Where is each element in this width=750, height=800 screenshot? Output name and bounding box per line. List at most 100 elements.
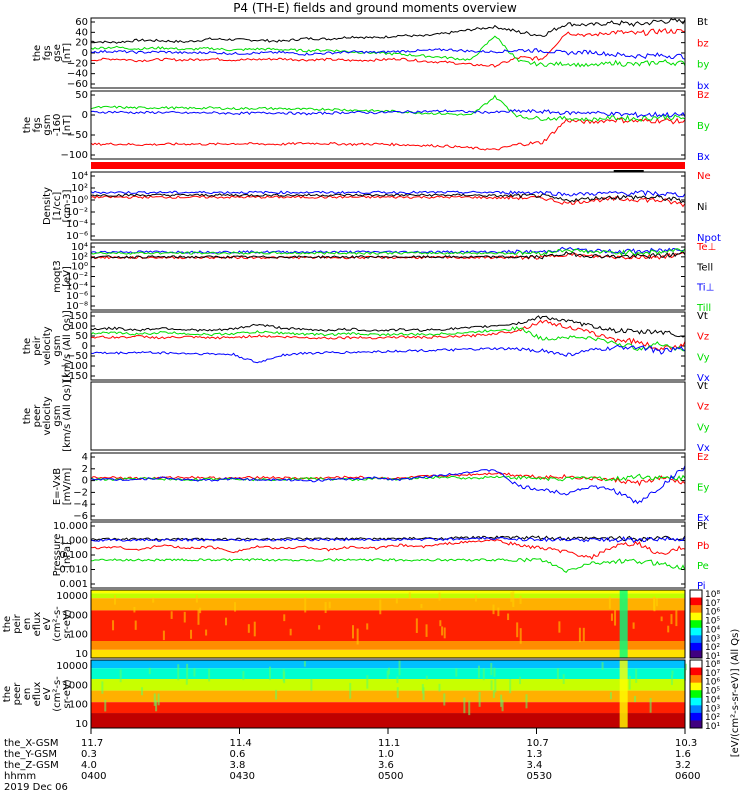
panel-9-tick: 100 bbox=[69, 630, 88, 641]
spectrogram-texture bbox=[420, 603, 423, 609]
spectrogram-texture bbox=[193, 668, 196, 677]
panel-10: the peer en eflux eV (cm²-s-sr-eV) 10000 1000 10… bbox=[2, 659, 720, 732]
panel-5-ylabel: gsm bbox=[52, 335, 63, 356]
colorbar-segment bbox=[690, 650, 702, 659]
spectrogram-band bbox=[91, 641, 685, 650]
panel-6: the peer velocity gsm [km/s (All Qs)] Vt Vz Vy V… bbox=[22, 380, 710, 454]
series-Vz bbox=[90, 319, 686, 352]
spectrogram-texture bbox=[422, 687, 425, 701]
colorbar-tick: 10² bbox=[705, 643, 720, 653]
spectrogram-texture bbox=[133, 606, 136, 613]
colorbar-segment bbox=[690, 620, 702, 629]
series-Vy bbox=[90, 326, 685, 352]
panel-4-tick: 10⁻⁶ bbox=[66, 291, 88, 302]
panel-3-tick: 10⁴ bbox=[71, 171, 88, 182]
spectrogram-texture bbox=[516, 622, 519, 638]
colorbar-tick: 10⁷ bbox=[705, 669, 720, 679]
axis-row-value: 3.8 bbox=[230, 760, 246, 771]
spectrogram-texture bbox=[492, 690, 495, 698]
spectrogram-texture bbox=[425, 624, 428, 637]
colorbar-segment bbox=[690, 627, 702, 636]
spectrogram-texture bbox=[497, 607, 500, 617]
legend-Vy: Vy bbox=[697, 422, 710, 433]
axis-row-value: 4.0 bbox=[81, 760, 97, 771]
axis-row-value: 11.4 bbox=[230, 738, 252, 749]
series-Tell bbox=[90, 251, 686, 260]
spectrogram-texture bbox=[421, 684, 424, 694]
quality-mark bbox=[613, 170, 644, 172]
spectrogram-texture bbox=[349, 682, 352, 699]
legend-by: by bbox=[697, 60, 709, 71]
panel-8-tick: 0.010 bbox=[59, 565, 88, 576]
series-By bbox=[90, 94, 686, 122]
spectrogram-texture bbox=[185, 679, 188, 685]
panel-5-ylabel: peir bbox=[32, 335, 43, 355]
series-bz bbox=[90, 27, 686, 68]
spectrogram-texture bbox=[379, 599, 382, 615]
spectrogram-texture bbox=[195, 594, 198, 603]
axis-row-label: the_Y-GSM bbox=[4, 749, 57, 760]
panel-1-ylabel: the bbox=[32, 45, 43, 61]
spectrogram-band bbox=[91, 598, 685, 611]
panel-1-tick: −40 bbox=[67, 69, 88, 80]
panel-6-ylabel: [km/s (All Qs)] bbox=[62, 380, 73, 452]
panel-5-ylabel: velocity bbox=[42, 326, 53, 365]
spectrogram-texture bbox=[675, 610, 678, 627]
panel-10-ylabel: (cm²-s- bbox=[52, 676, 63, 712]
legend-Te⊥: Te⊥ bbox=[696, 242, 716, 253]
panel-7-tick: 2 bbox=[82, 464, 88, 475]
axis-row-value: 0530 bbox=[527, 771, 552, 782]
spectrogram-texture bbox=[601, 662, 604, 670]
panel-2-ylabel: [nT] bbox=[62, 115, 73, 135]
legend-Ne: Ne bbox=[697, 171, 711, 182]
legend-Vt: Vt bbox=[697, 311, 708, 322]
spectrogram-texture bbox=[614, 610, 617, 626]
panel-9-tick: 1000 bbox=[63, 610, 88, 621]
colorbar-tick: 10⁴ bbox=[705, 625, 720, 635]
panel-2-ylabel: gsm bbox=[42, 114, 53, 135]
colorbar-segment bbox=[690, 720, 702, 729]
colorbar-segment bbox=[690, 635, 702, 644]
spectrogram-feature bbox=[619, 590, 628, 658]
spectrogram-texture bbox=[275, 689, 278, 700]
spectrogram-texture bbox=[474, 595, 477, 602]
legend-Till: Till bbox=[696, 303, 711, 314]
series-Pb bbox=[91, 538, 686, 560]
spectrogram-texture bbox=[396, 676, 399, 684]
series-Bt bbox=[90, 18, 686, 44]
axis-row-value: 0500 bbox=[378, 771, 403, 782]
panel-9-ylabel: eflux bbox=[32, 612, 43, 637]
panel-2-tick: −50 bbox=[67, 130, 88, 141]
panel-5-ylabel: the bbox=[22, 338, 33, 354]
spectrogram-texture bbox=[443, 627, 446, 639]
panel-8-tick: 10.000 bbox=[53, 521, 88, 532]
spectrogram-texture bbox=[492, 604, 495, 615]
spectrogram-texture bbox=[500, 694, 503, 707]
spectrogram-texture bbox=[282, 669, 285, 682]
spectrogram-texture bbox=[438, 592, 441, 601]
spectrogram bbox=[91, 590, 685, 658]
panel-5-ylabel: [km/s (All Qs)] bbox=[62, 310, 73, 382]
panel-7: E=-VxB [mV/m] 420−2−4−6 Ez Ey Ex bbox=[52, 452, 709, 524]
colorbar-label: [eV/(cm²-s-sr-eV)] (All Qs) bbox=[730, 629, 741, 758]
spectrogram-texture bbox=[556, 668, 559, 680]
spectrogram-texture bbox=[558, 621, 561, 633]
spectrogram-band bbox=[91, 660, 685, 669]
colorbar-segment bbox=[690, 697, 702, 706]
colorbar-tick: 10¹ bbox=[705, 652, 720, 662]
axis-row-value: 0.6 bbox=[230, 749, 246, 760]
panel-5-tick: 100 bbox=[69, 321, 88, 332]
panel-5-tick: 150 bbox=[69, 311, 88, 322]
series-Ti⊥ bbox=[90, 246, 686, 255]
panel-3-ylabel: [cm-3] bbox=[62, 189, 73, 222]
panel-6-ylabel: peer bbox=[32, 404, 43, 428]
colorbar-segment bbox=[690, 590, 702, 599]
colorbar-tick: 10⁷ bbox=[705, 599, 720, 609]
panel-2-tick: 50 bbox=[75, 90, 88, 101]
panel-frame bbox=[90, 589, 686, 659]
legend-Vz: Vz bbox=[697, 402, 709, 413]
spectrogram-texture bbox=[684, 663, 687, 671]
colorbar-tick: 10⁶ bbox=[705, 608, 720, 618]
spectrogram-texture bbox=[183, 611, 186, 623]
